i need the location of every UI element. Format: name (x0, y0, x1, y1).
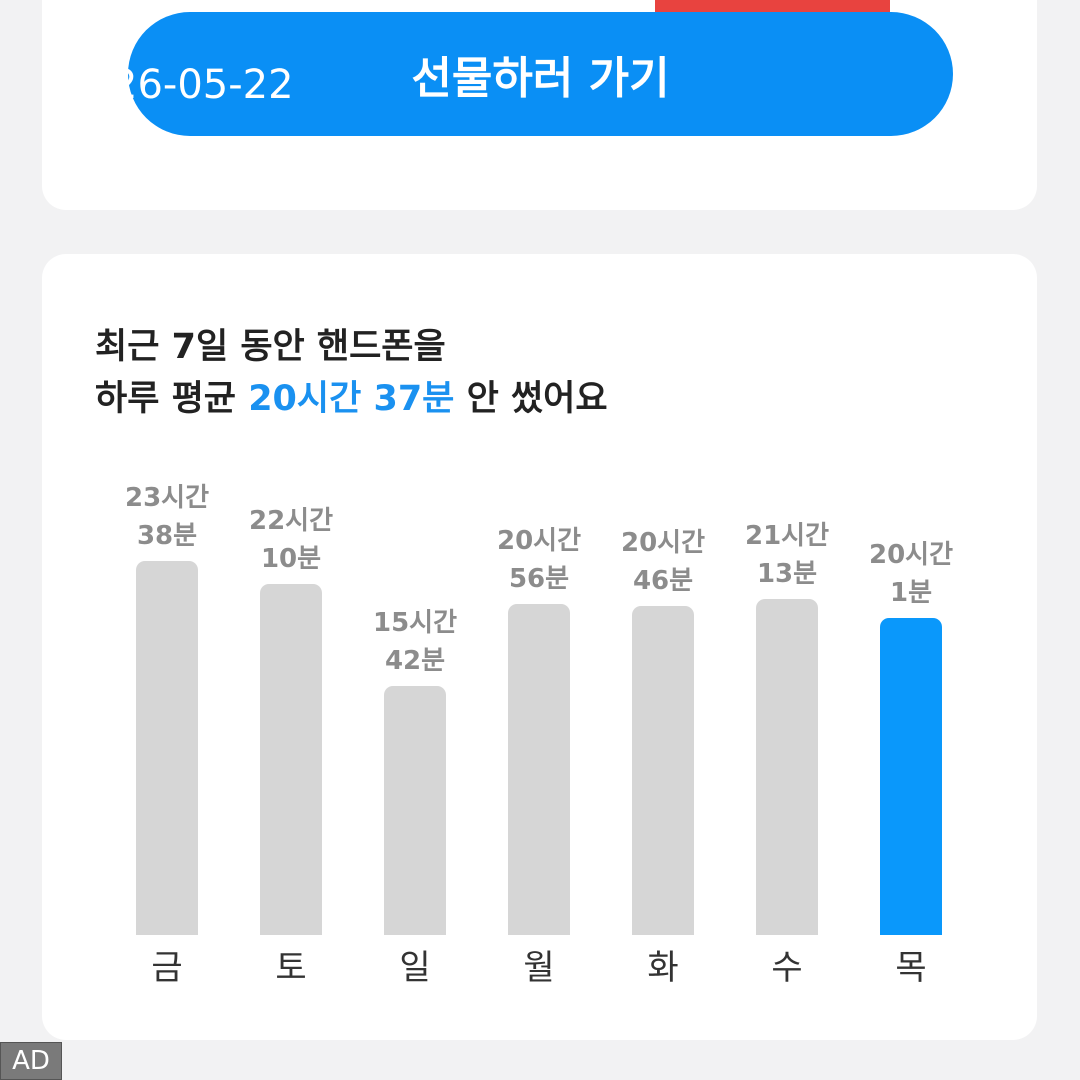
x-tick-label: 토 (275, 948, 307, 988)
x-tick-label: 목 (895, 948, 927, 988)
value-label: 15시간 42분 (372, 608, 458, 677)
bar (136, 560, 198, 935)
summary-highlight: 20시간 37분 (248, 379, 455, 419)
bar (508, 603, 570, 935)
summary-line1: 최근 7일 동안 핸드폰을 (95, 327, 446, 367)
x-tick-label: 월 (523, 948, 555, 988)
summary-text: 하루 평균 (95, 379, 236, 419)
date-overlay: 26-05-22 (112, 62, 294, 108)
x-tick-label: 일 (399, 948, 431, 988)
summary-line2: 하루 평균 20시간 37분 안 썼어요 (95, 370, 608, 421)
x-tick-label: 수 (771, 948, 803, 988)
value-label: 22시간 10분 (248, 506, 334, 575)
gift-button[interactable]: 선물하러 가기 (128, 12, 953, 136)
bar (632, 606, 694, 935)
bar (260, 584, 322, 935)
value-label: 23시간 38분 (124, 482, 210, 551)
bar (880, 618, 942, 935)
value-label: 20시간 56분 (496, 525, 582, 594)
x-tick-label: 화 (647, 948, 679, 988)
ad-badge: AD (0, 1042, 62, 1080)
value-label: 20시간 1분 (868, 540, 954, 609)
bar (384, 686, 446, 935)
value-label: 20시간 46분 (620, 528, 706, 597)
value-label: 21시간 13분 (744, 521, 830, 590)
bar (756, 599, 818, 935)
x-tick-label: 금 (151, 948, 183, 988)
summary-text: 안 썼어요 (466, 379, 608, 419)
